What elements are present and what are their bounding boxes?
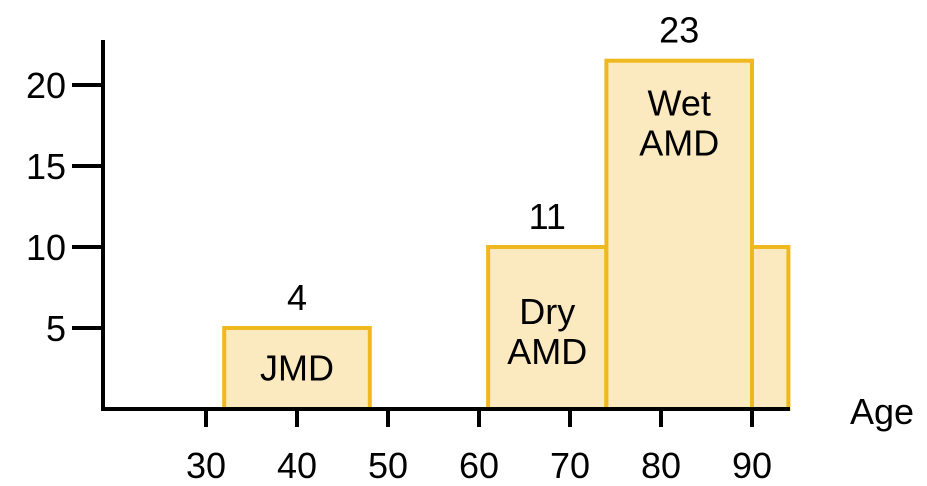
bars-layer [222, 58, 791, 411]
axes-layer: 30 40 50 60 70 80 90 5 10 15 20 [26, 40, 790, 486]
bar-label-1-line-0: Dry [519, 291, 575, 332]
x-tick-label-60: 60 [459, 445, 499, 486]
bar-label-1-line-1: AMD [507, 331, 587, 372]
bar-1 [486, 245, 609, 411]
bar-label-3-line-0: Wet [648, 83, 711, 124]
y-tick-label-10: 10 [26, 227, 66, 268]
x-tick-label-40: 40 [277, 445, 317, 486]
bar-label-3-line-1: AMD [639, 123, 719, 164]
y-tick-label-20: 20 [26, 65, 66, 106]
bar-3 [604, 58, 755, 411]
bar-value-label-1: 11 [529, 196, 566, 237]
y-tick-label-5: 5 [46, 308, 66, 349]
x-tick-label-90: 90 [732, 445, 772, 486]
x-tick-label-30: 30 [186, 445, 226, 486]
x-tick-label-80: 80 [641, 445, 681, 486]
bar-value-label-3: 23 [659, 10, 699, 51]
bar-label-0-line-0: JMD [260, 348, 334, 389]
bar-value-label-0: 4 [287, 277, 307, 318]
x-tick-label-70: 70 [550, 445, 590, 486]
x-tick-label-50: 50 [368, 445, 408, 486]
x-axis-title: Age [850, 391, 914, 432]
y-tick-label-15: 15 [26, 146, 66, 187]
